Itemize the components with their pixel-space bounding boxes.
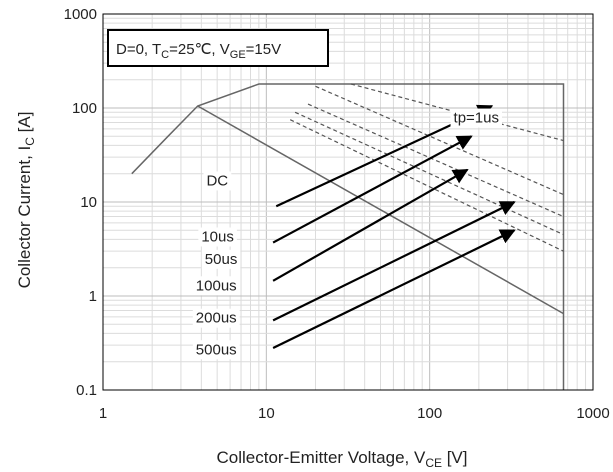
y-tick-label: 10 xyxy=(80,194,97,211)
label-bg xyxy=(198,227,237,247)
label-bg xyxy=(450,108,503,128)
annotation-labels: tp=1us DC 10us 50us 100us 200us 500us xyxy=(192,108,503,360)
x-tick-label: 100 xyxy=(417,405,442,422)
label-bg xyxy=(203,171,232,191)
y-axis-title: Collector Current, IC [A] xyxy=(15,112,37,289)
y-tick-label: 100 xyxy=(72,100,97,117)
x-tick-label: 1000 xyxy=(576,405,609,422)
y-tick-label: 1 xyxy=(89,288,97,305)
y-tick-label: 0.1 xyxy=(76,382,97,399)
label-500us: 500us xyxy=(196,341,237,358)
plot-frame xyxy=(102,13,594,391)
arrow-200us xyxy=(272,201,516,322)
series-line-DC xyxy=(131,83,565,390)
series-line-50us xyxy=(307,103,564,218)
x-tick-label: 10 xyxy=(258,405,275,422)
label-10us: 10us xyxy=(201,229,234,246)
pulse-arrows xyxy=(272,104,516,349)
label-50us: 50us xyxy=(205,251,238,268)
label-200us: 200us xyxy=(196,310,237,327)
label-bg xyxy=(192,340,240,360)
conditions-box: D=0, TC=25℃, VGE=15V xyxy=(107,29,329,67)
label-DC: DC xyxy=(206,172,228,189)
y-tick-label: 1000 xyxy=(64,6,97,23)
conditions-text: D=0, TC=25℃, VGE=15V xyxy=(116,41,281,61)
series-line-10us xyxy=(315,85,564,196)
series-line-DC xyxy=(197,105,564,315)
series-line-tp=1us xyxy=(350,83,564,142)
label-tp=1us: tp=1us xyxy=(454,110,499,127)
soa-curves xyxy=(131,83,565,390)
x-tick-label: 1 xyxy=(99,405,107,422)
label-bg xyxy=(192,308,240,328)
arrow-100us xyxy=(272,168,469,282)
arrow-500us xyxy=(272,229,516,349)
series-line-200us xyxy=(289,119,564,252)
series-line-100us xyxy=(294,111,564,236)
label-bg xyxy=(201,249,241,269)
label-bg xyxy=(192,276,240,296)
arrow-50us xyxy=(272,135,473,244)
grid-lines xyxy=(102,14,593,391)
label-100us: 100us xyxy=(196,277,237,294)
x-axis-title: Collector-Emitter Voltage, VCE [V] xyxy=(217,448,468,470)
